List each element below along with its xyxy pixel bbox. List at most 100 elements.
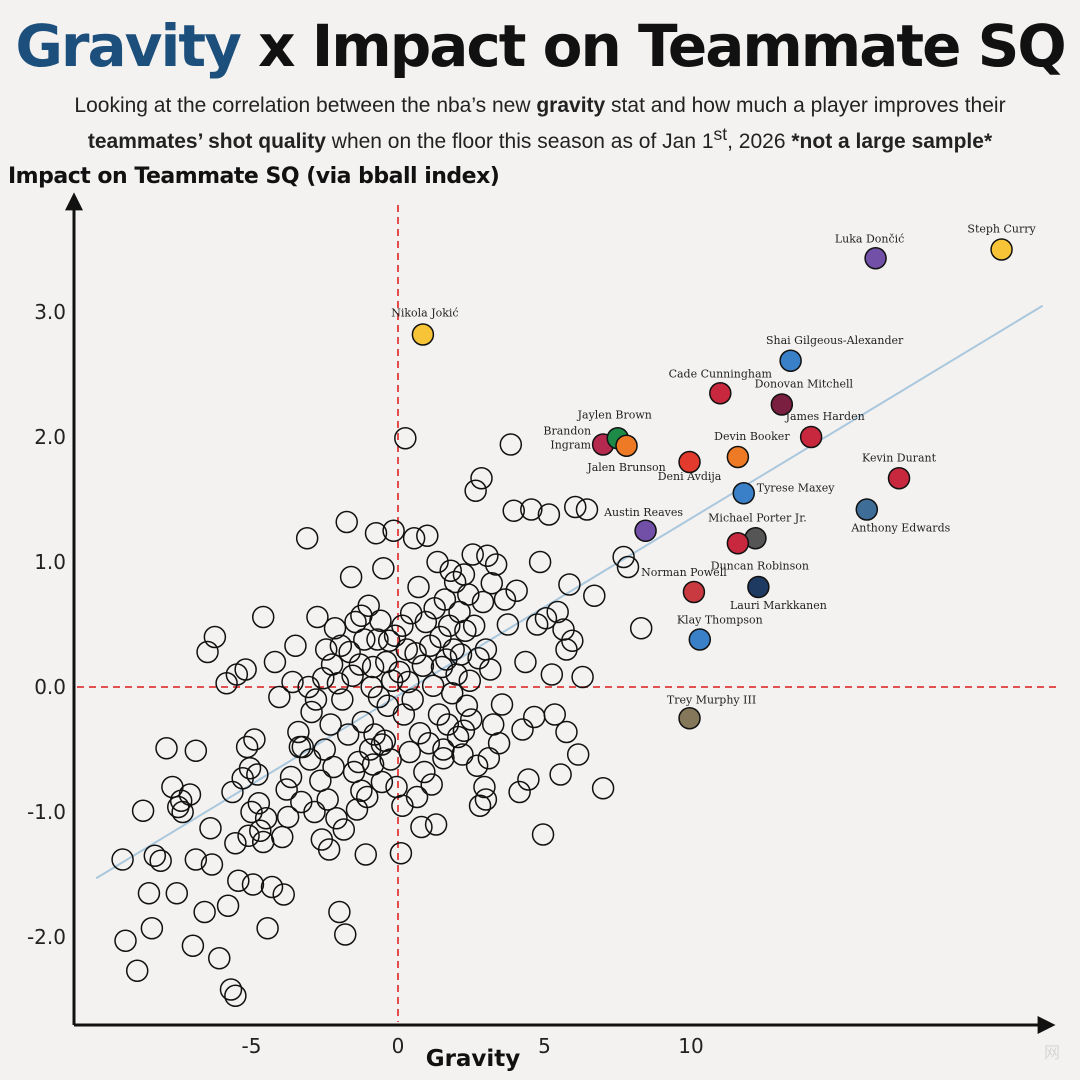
data-point — [184, 848, 208, 871]
player-label: Cade Cunningham — [669, 367, 773, 380]
data-point — [460, 708, 483, 731]
data-point — [616, 555, 640, 579]
data-point — [399, 602, 423, 625]
data-point — [571, 665, 594, 689]
data-point — [331, 688, 354, 711]
data-point — [380, 669, 404, 692]
player-point — [634, 519, 657, 542]
data-point — [375, 650, 398, 674]
data-point — [461, 543, 484, 566]
data-point — [517, 768, 540, 791]
data-point — [366, 628, 389, 651]
player-label: Jalen Brunson — [586, 461, 665, 474]
point-labels-layer: Steph Curry Luka Dončić Nikola Jokić Shai G… — [391, 223, 1036, 707]
chart-subtitle: Looking at the correlation between the n… — [30, 92, 1050, 156]
player-label: Kevin Durant — [862, 451, 937, 464]
data-point — [481, 713, 505, 736]
player-label: Tyrese Maxey — [757, 481, 836, 494]
data-point — [414, 610, 438, 634]
data-point — [155, 737, 178, 760]
player-label: Deni Avdija — [658, 470, 722, 483]
data-point — [540, 663, 564, 686]
chart-title: Gravity x Impact on Teammate SQ — [0, 10, 1080, 82]
data-point — [564, 495, 587, 519]
data-point — [329, 634, 353, 657]
data-point — [502, 499, 525, 522]
data-point — [477, 747, 501, 770]
y-tick-label: 3.0 — [34, 300, 66, 324]
data-point — [474, 788, 498, 811]
data-point — [200, 853, 224, 876]
data-point — [341, 664, 364, 687]
player-point — [855, 498, 879, 521]
data-point — [372, 557, 395, 580]
player-label: Nikola Jokić — [391, 307, 458, 320]
player-point — [678, 707, 701, 730]
data-point — [391, 614, 414, 637]
data-point — [350, 779, 373, 802]
data-point — [354, 843, 378, 866]
data-point — [332, 818, 356, 841]
data-point — [140, 917, 164, 940]
data-point — [298, 748, 322, 771]
player-point — [726, 532, 750, 555]
data-point — [291, 735, 315, 759]
data-point — [452, 719, 476, 742]
player-point — [411, 323, 435, 346]
subtitle-bold-2: teammates’ shot quality — [87, 130, 326, 153]
data-point — [420, 773, 443, 796]
player-point — [726, 445, 750, 469]
data-point — [303, 800, 326, 824]
data-point — [316, 788, 339, 811]
data-point — [334, 923, 357, 946]
data-point — [468, 794, 492, 817]
data-point — [322, 755, 345, 779]
player-label: Duncan Robinson — [711, 559, 809, 572]
data-point — [326, 672, 350, 695]
trendline-layer — [95, 304, 1044, 880]
data-point — [370, 733, 394, 756]
data-point — [165, 882, 189, 905]
data-point — [224, 832, 247, 855]
data-point — [193, 900, 216, 924]
subtitle-superscript: st — [713, 124, 728, 144]
data-point — [199, 817, 222, 840]
data-point — [591, 777, 615, 800]
data-point — [234, 658, 257, 681]
data-point — [493, 588, 517, 611]
data-point — [184, 739, 208, 762]
data-point — [394, 427, 417, 450]
data-point — [131, 799, 155, 822]
data-point — [178, 783, 202, 806]
y-tick-label: 2.0 — [34, 425, 66, 449]
data-point — [219, 978, 243, 1001]
data-point — [295, 527, 319, 550]
x-tick-label: -5 — [242, 1034, 262, 1058]
data-point — [413, 760, 436, 784]
player-label: Shai Gilgeous-Alexander — [766, 334, 904, 347]
data-point — [256, 917, 279, 940]
data-point — [401, 688, 424, 711]
data-point — [203, 625, 227, 649]
reference-lines-layer — [77, 205, 1060, 1022]
x-tick-label: 10 — [678, 1034, 703, 1058]
tick-labels-layer: -5 0 5 10 -2.0 -1.0 0.0 1.0 2.0 3.0 — [27, 300, 704, 1058]
player-label: Norman Powell — [641, 566, 727, 579]
subtitle-part-4: , 2026 — [727, 130, 792, 153]
data-point — [249, 819, 272, 842]
data-point — [514, 650, 537, 674]
data-point — [369, 609, 392, 632]
player-label: Trey Murphy III — [667, 693, 756, 706]
data-point — [555, 720, 578, 744]
data-point — [411, 654, 435, 677]
data-point — [465, 754, 489, 777]
player-label-line: Ingram — [550, 439, 591, 452]
data-point — [240, 800, 263, 824]
data-point — [389, 842, 413, 865]
data-point — [251, 605, 275, 629]
data-point — [358, 738, 382, 761]
data-point — [260, 875, 284, 899]
data-point — [297, 675, 320, 699]
x-tick-label: 5 — [538, 1034, 551, 1058]
data-points-layer — [111, 238, 1013, 1007]
